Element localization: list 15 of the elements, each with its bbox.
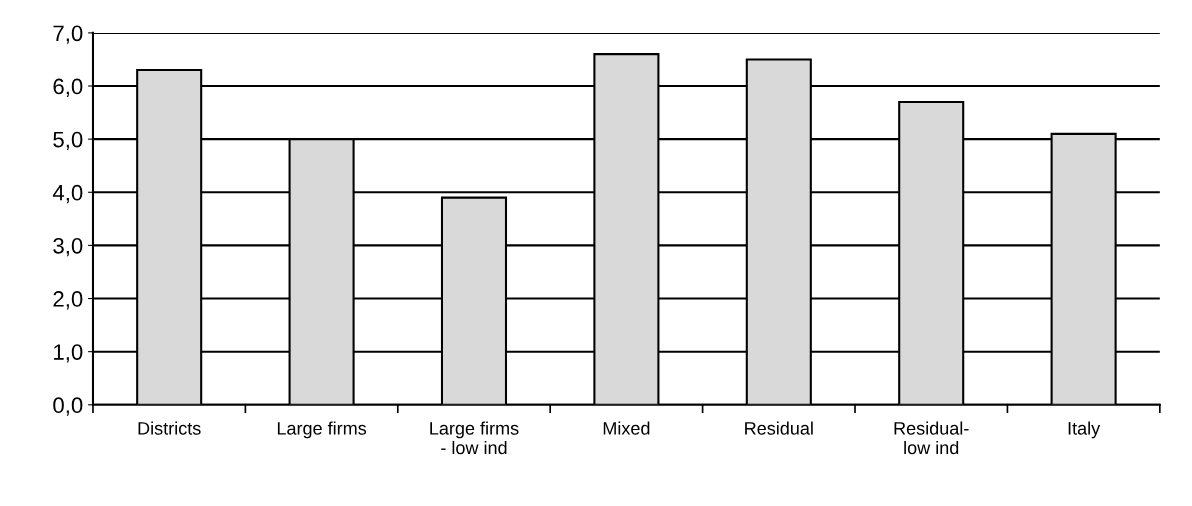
- x-tick-label: Italy: [1068, 421, 1101, 439]
- y-tick-label: 4,0: [52, 184, 83, 204]
- y-tick-label: 1,0: [54, 344, 83, 363]
- x-tick-label: Districts: [138, 421, 201, 435]
- x-tick-label: Large firms - low ind: [430, 421, 519, 455]
- x-tick-label: Residual- low ind: [894, 421, 969, 455]
- y-tick-label: 6,0: [53, 78, 83, 97]
- y-tick-label: 2,0: [53, 291, 83, 310]
- x-tick-label: Large firms: [277, 421, 367, 439]
- x-tick-label: Residual: [745, 421, 813, 435]
- x-tick-label: Mixed: [603, 421, 650, 435]
- y-tick-label: 3,0: [53, 237, 83, 257]
- y-tick-label: 5,0: [53, 131, 83, 151]
- y-tick-label: 7,0: [53, 25, 83, 44]
- y-tick-label: 0,0: [53, 397, 83, 416]
